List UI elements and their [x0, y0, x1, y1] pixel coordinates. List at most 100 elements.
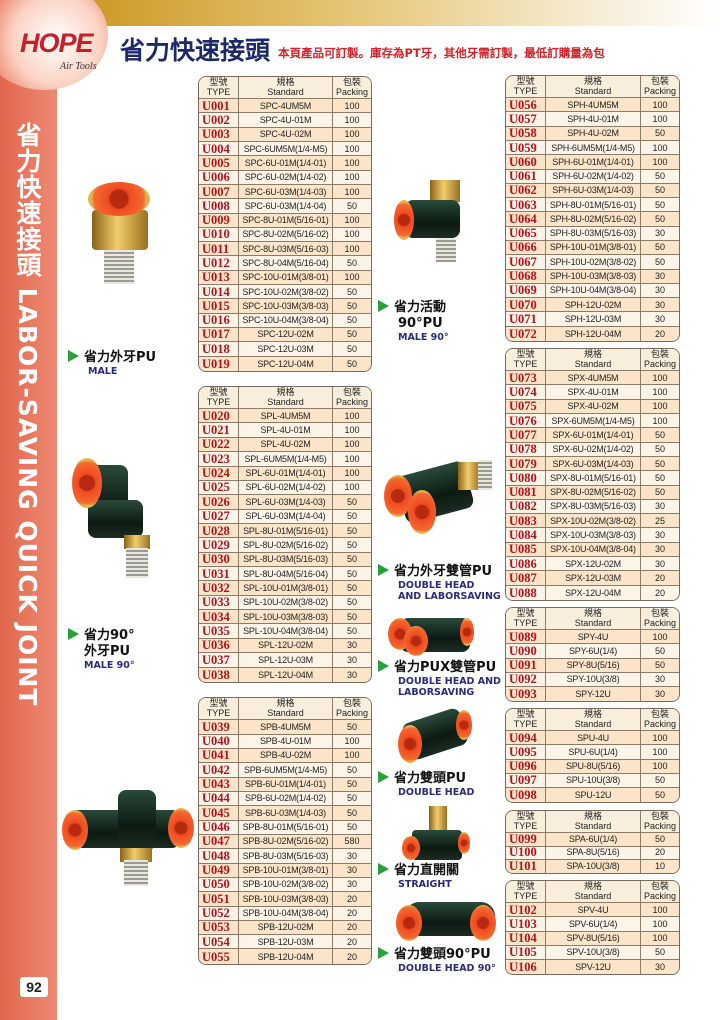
table-header: 型號 TYPE 規格 Standard 包裝 Packing — [199, 698, 371, 721]
table-row: U036 SPL-12U-02M 30 — [199, 638, 371, 654]
table-row: U028 SPL-8U-01M(5/16-01) 50 — [199, 523, 371, 539]
col-packing: 包裝 Packing — [641, 76, 679, 99]
table-row: U061 SPH-6U-02M(1/4-02) 50 — [506, 169, 679, 184]
header-en: TYPE — [206, 86, 231, 97]
cell-packing: 20 — [641, 846, 679, 860]
cell-packing: 50 — [641, 183, 679, 199]
cell-packing: 50 — [641, 945, 679, 960]
cell-packing: 50 — [333, 327, 371, 343]
table-row: U078 SPX-6U-02M(1/4-02) 50 — [506, 442, 679, 457]
table-row: U077 SPX-6U-01M(1/4-01) 50 — [506, 428, 679, 443]
spec-table: 型號 TYPE 規格 Standard 包裝 Packing U056 SPH-4UM5M 10… — [505, 75, 680, 342]
cell-packing: 100 — [333, 423, 371, 438]
cell-standard: SPU-8U(5/16) — [546, 759, 641, 774]
table-row: U033 SPL-10U-02M(3/8-02) 50 — [199, 595, 371, 611]
cell-packing: 100 — [641, 414, 679, 429]
cell-packing: 100 — [641, 903, 679, 918]
cell-type: U005 — [199, 156, 239, 171]
cell-type: U048 — [199, 849, 239, 864]
cell-standard: SPL-4U-01M — [239, 423, 333, 438]
spec-table: 型號 TYPE 規格 Standard 包裝 Packing U102 SPV-4U 100 U1… — [505, 880, 680, 975]
cell-packing: 30 — [641, 557, 679, 572]
table-row: U032 SPL-10U-01M(3/8-01) 50 — [199, 581, 371, 596]
table-row: U090 SPY-6U(1/4) 50 — [506, 644, 679, 659]
cell-standard: SPV-6U(1/4) — [546, 917, 641, 932]
table-row: U043 SPB-6U-01M(1/4-01) 50 — [199, 777, 371, 792]
cell-packing: 50 — [641, 787, 679, 802]
cell-type: U097 — [506, 773, 546, 788]
label-en: STRAIGHT — [398, 879, 452, 890]
col-standard: 規格 Standard — [546, 608, 641, 631]
cell-type: U060 — [506, 155, 546, 170]
cell-standard: SPH-4U-01M — [546, 112, 641, 127]
cell-standard: SPC-10U-04M(3/8-04) — [239, 313, 333, 328]
cell-standard: SPX-8U-03M(5/16-03) — [546, 499, 641, 515]
cell-packing: 20 — [641, 326, 679, 341]
cell-type: U105 — [506, 945, 546, 960]
header-zh: 規格 — [276, 698, 295, 709]
cell-packing: 50 — [333, 538, 371, 553]
label-en: DOUBLE HEAD — [398, 580, 475, 591]
arrow-icon — [68, 628, 79, 640]
cell-standard: SPL-10U-02M(3/8-02) — [239, 595, 333, 611]
cell-packing: 30 — [641, 226, 679, 241]
cell-type: U055 — [199, 949, 239, 964]
cell-standard: SPV-4U — [546, 903, 641, 918]
cell-standard: SPB-12U-03M — [239, 935, 333, 950]
header-zh: 規格 — [276, 387, 295, 398]
col-type: 型號 TYPE — [199, 387, 239, 410]
col-type: 型號 TYPE — [506, 709, 546, 732]
table-row: U027 SPL-6U-03M(1/4-04) 50 — [199, 509, 371, 524]
label-zh: 省力外牙雙管PU — [394, 564, 493, 579]
cell-type: U027 — [199, 509, 239, 524]
cell-type: U030 — [199, 552, 239, 568]
order-note: 本頁產品可訂製。庫存為PT牙，其他牙需訂製，最低訂購量為包 — [278, 46, 605, 60]
col-packing: 包裝 Packing — [641, 709, 679, 732]
cell-packing: 100 — [641, 931, 679, 946]
label-zh: 省力PUX雙管PU — [394, 660, 497, 675]
cell-standard: SPV-8U(5/16) — [546, 931, 641, 946]
cell-packing: 50 — [333, 595, 371, 611]
cell-type: U079 — [506, 456, 546, 472]
cell-standard: SPV-12U — [546, 959, 641, 974]
label-zh: 省力雙頭90°PU — [394, 947, 491, 962]
cell-type: U022 — [199, 437, 239, 453]
cell-type: U062 — [506, 183, 546, 199]
cell-standard: SPC-12U-03M — [239, 342, 333, 357]
label-swivel-90: 省力活動 90°PU MALE 90° — [378, 300, 449, 343]
table-row: U022 SPL-4U-02M 100 — [199, 437, 371, 453]
cell-packing: 100 — [641, 371, 679, 386]
table-row: U009 SPC-8U-01M(5/16-01) 100 — [199, 213, 371, 228]
col-type: 型號 TYPE — [199, 698, 239, 721]
table-row: U098 SPU-12U 50 — [506, 787, 679, 802]
header-en: Standard — [574, 358, 612, 369]
cell-type: U084 — [506, 528, 546, 543]
cell-type: U064 — [506, 212, 546, 227]
cell-standard: SPL-12U-02M — [239, 638, 333, 654]
cell-type: U026 — [199, 495, 239, 510]
cell-packing: 50 — [333, 495, 371, 510]
cell-standard: SPC-12U-04M — [239, 356, 333, 371]
table-row: U045 SPB-6U-03M(1/4-03) 50 — [199, 806, 371, 821]
cell-type: U042 — [199, 763, 239, 778]
cell-standard: SPL-10U-01M(3/8-01) — [239, 581, 333, 596]
table-row: U029 SPL-8U-02M(5/16-02) 50 — [199, 538, 371, 553]
cell-type: U101 — [506, 859, 546, 873]
page-title: 省力快速接頭 — [120, 36, 271, 65]
table-row: U054 SPB-12U-03M 20 — [199, 935, 371, 950]
arrow-icon — [68, 350, 79, 362]
cell-packing: 50 — [333, 567, 371, 582]
header-zh: 規格 — [583, 881, 602, 892]
cell-standard: SPC-10U-02M(3/8-02) — [239, 285, 333, 300]
cell-packing: 100 — [333, 242, 371, 257]
cell-type: U068 — [506, 269, 546, 284]
cell-standard: SPL-6U-01M(1/4-01) — [239, 466, 333, 481]
cell-standard: SPH-8U-01M(5/16-01) — [546, 198, 641, 213]
cell-standard: SPC-6U-03M(1/4-04) — [239, 199, 333, 214]
cell-standard: SPH-10U-02M(3/8-02) — [546, 255, 641, 270]
spec-table: 型號 TYPE 規格 Standard 包裝 Packing U073 SPX-4UM5M 10… — [505, 348, 680, 601]
table-row: U002 SPC-4U-01M 100 — [199, 113, 371, 128]
cell-standard: SPB-10U-01M(3/8-01) — [239, 863, 333, 878]
header-en: Standard — [574, 718, 612, 729]
cell-type: U076 — [506, 414, 546, 429]
